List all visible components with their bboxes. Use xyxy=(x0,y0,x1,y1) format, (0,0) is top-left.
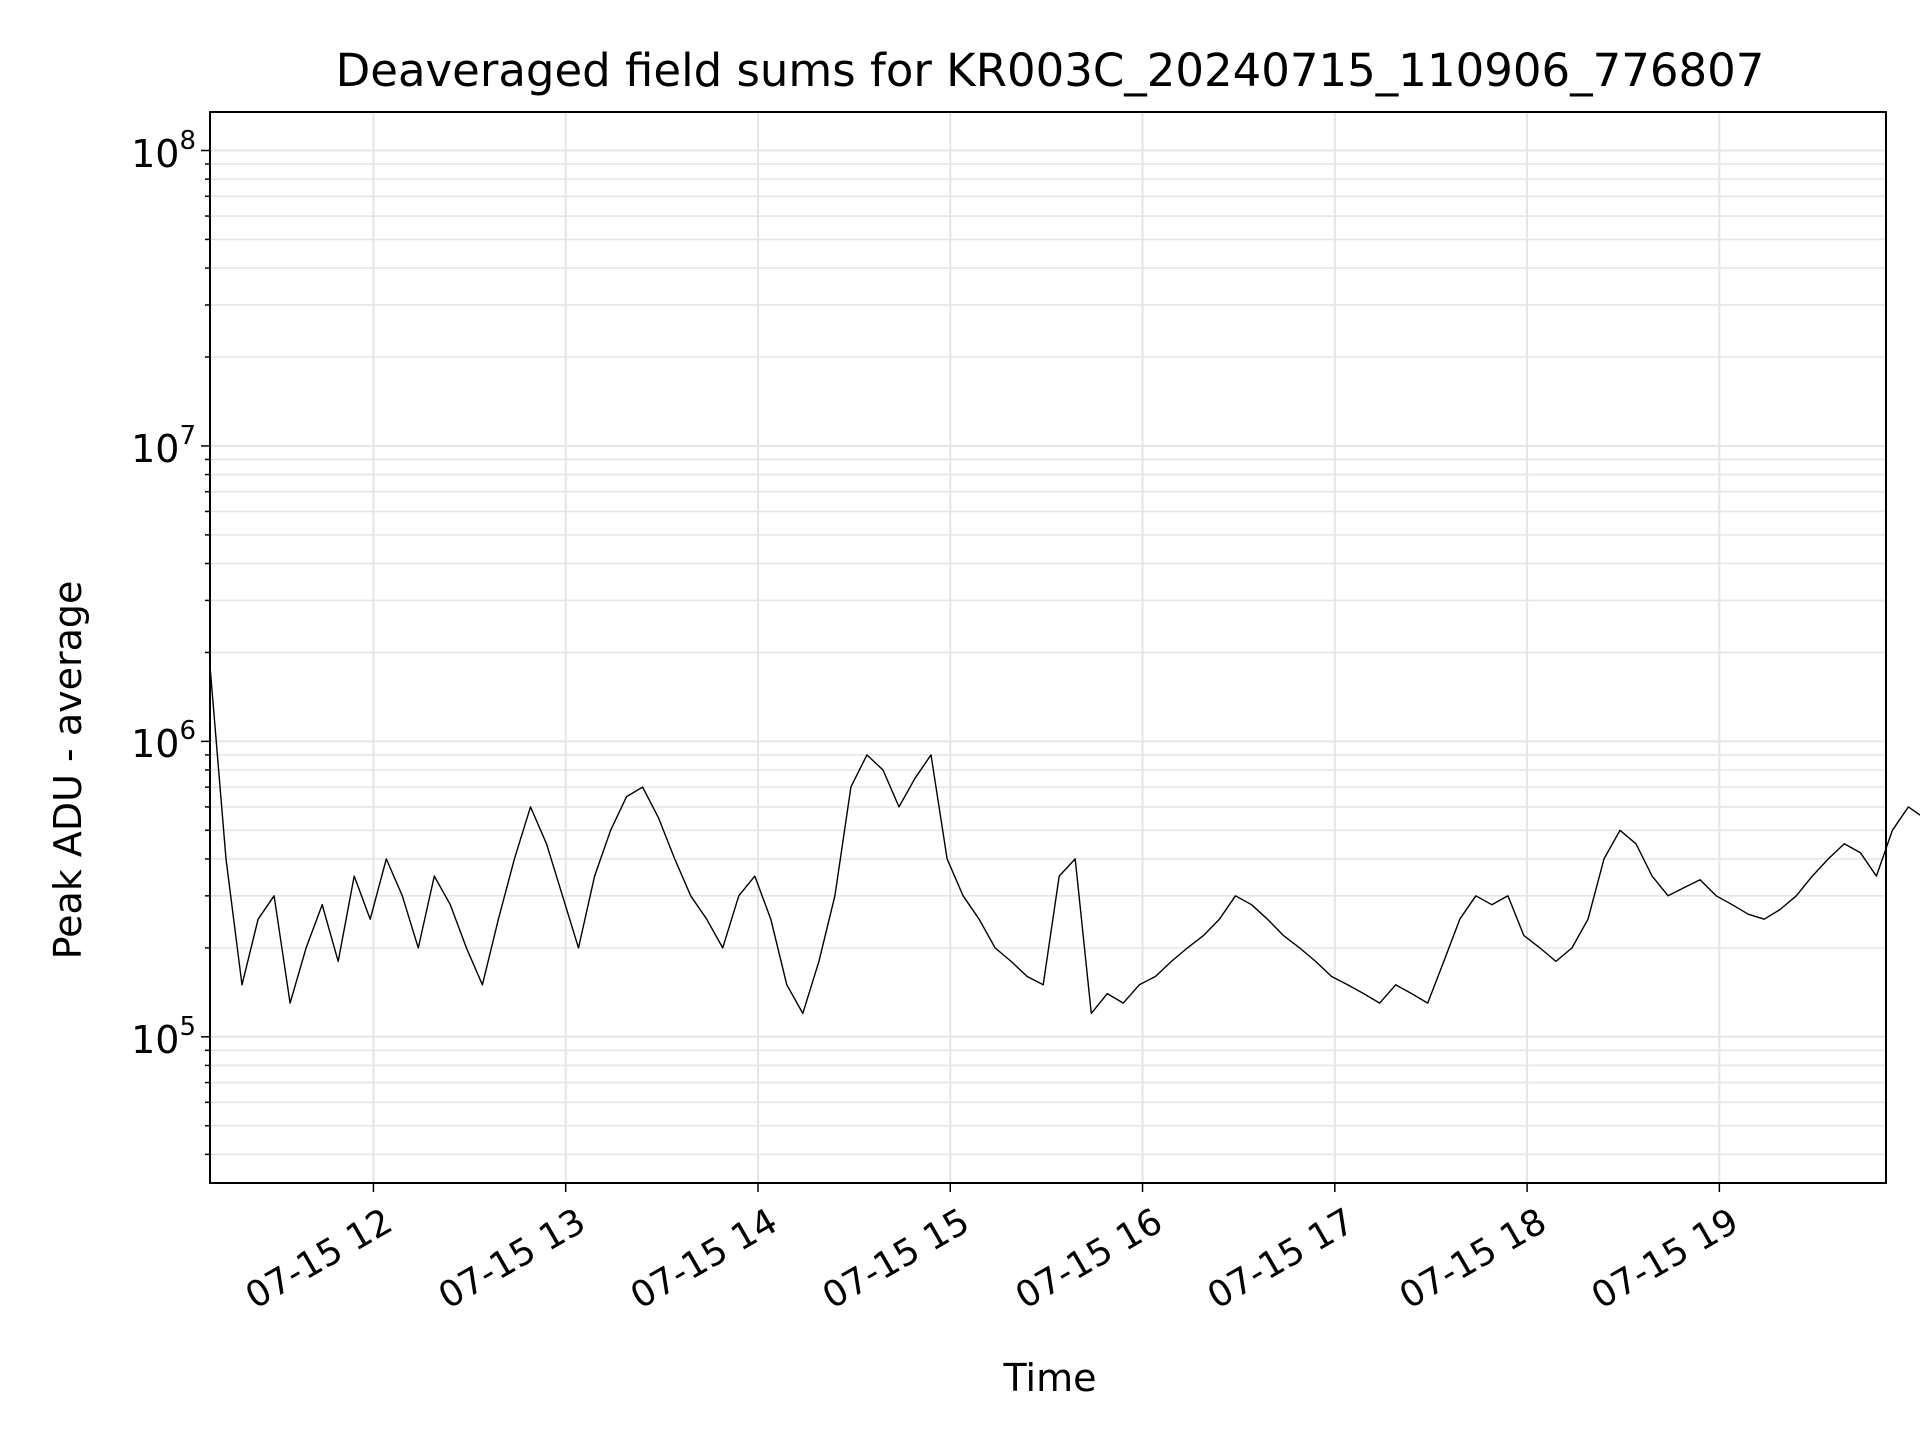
y-tick-label: 108 xyxy=(131,126,196,176)
y-tick-exponent: 8 xyxy=(179,125,196,156)
y-tick-base: 10 xyxy=(131,426,180,471)
chart-title: Deaveraged field sums for KR003C_2024071… xyxy=(335,44,1765,97)
series-line-0 xyxy=(209,665,1920,1015)
y-tick-label: 105 xyxy=(131,1012,196,1062)
y-tick-exponent: 5 xyxy=(179,1011,196,1042)
y-tick-base: 10 xyxy=(131,722,180,767)
plot-frame xyxy=(209,111,1887,1184)
y-axis-label: Peak ADU - average xyxy=(46,580,90,960)
y-tick-label: 106 xyxy=(131,716,196,766)
y-tick-base: 10 xyxy=(131,1017,180,1062)
y-tick-exponent: 7 xyxy=(179,420,196,451)
y-tick-exponent: 6 xyxy=(179,716,196,747)
y-tick-base: 10 xyxy=(131,131,180,176)
y-tick-label: 107 xyxy=(131,421,196,471)
x-axis-label: Time xyxy=(1003,1356,1097,1400)
